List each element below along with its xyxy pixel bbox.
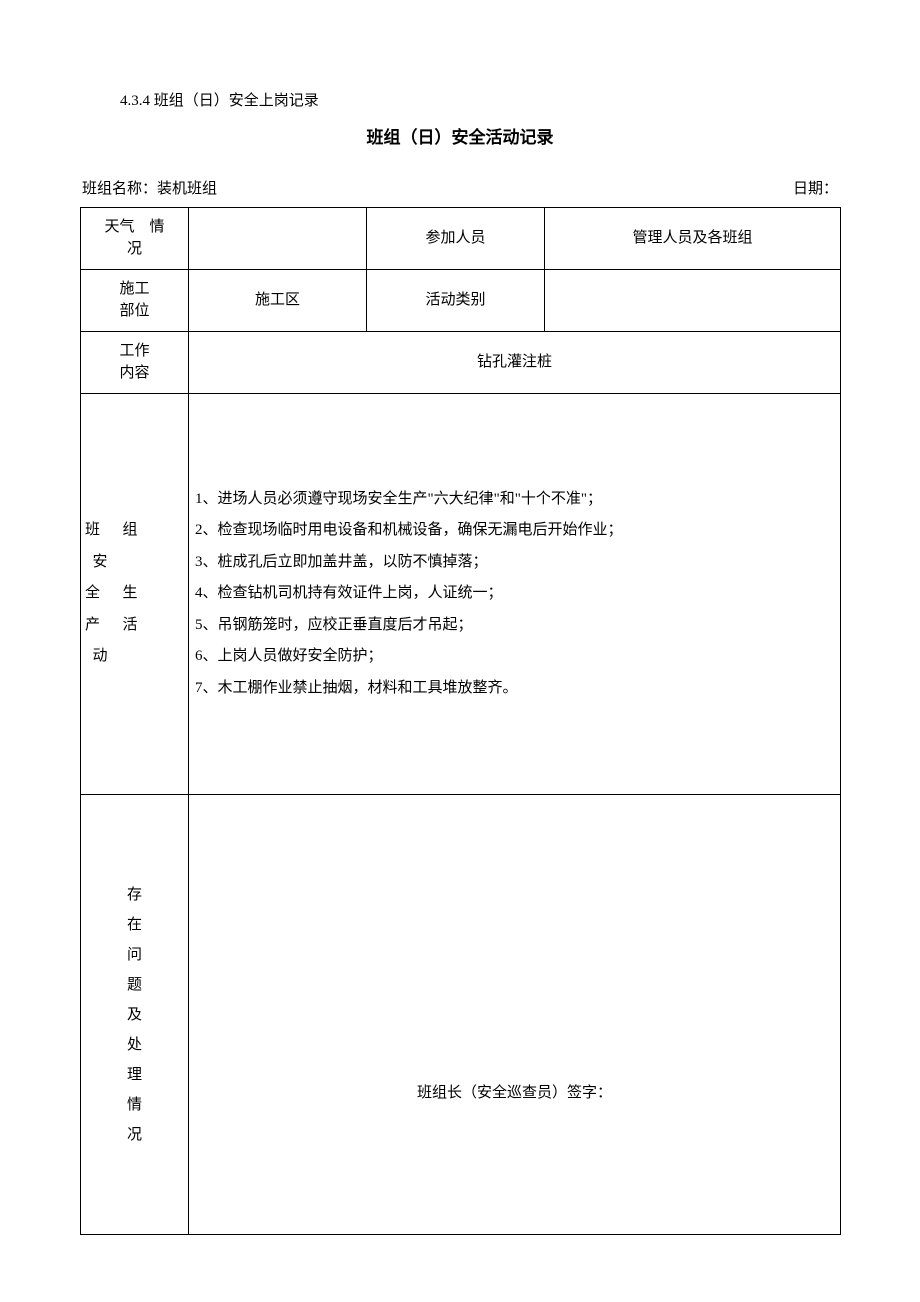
activity-table: 天气 情况 参加人员 管理人员及各班组 施工部位 施工区 活动类别 工作内容 钻… bbox=[80, 207, 841, 1236]
weather-value bbox=[189, 207, 367, 269]
safety-item-2: 2、检查现场临时用电设备和机械设备，确保无漏电后开始作业； bbox=[195, 515, 834, 547]
issues-label: 存在问题及处理情况 bbox=[81, 795, 189, 1235]
participants-label: 参加人员 bbox=[367, 207, 545, 269]
location-value: 施工区 bbox=[189, 269, 367, 331]
safety-item-4: 4、检查钻机司机持有效证件上岗，人证统一； bbox=[195, 578, 834, 610]
weather-label: 天气 情况 bbox=[81, 207, 189, 269]
work-label: 工作内容 bbox=[81, 331, 189, 393]
signature-label: 班组长（安全巡查员）签字： bbox=[417, 1085, 612, 1101]
participants-value: 管理人员及各班组 bbox=[545, 207, 841, 269]
date-field: 日期： bbox=[793, 178, 838, 201]
safety-item-3: 3、桩成孔后立即加盖井盖，以防不慎掉落； bbox=[195, 547, 834, 579]
document-title: 班组（日）安全活动记录 bbox=[80, 125, 840, 151]
location-row: 施工部位 施工区 活动类别 bbox=[81, 269, 841, 331]
team-name: 班组名称：装机班组 bbox=[82, 178, 217, 201]
safety-label: 班 组 安全 生产 活 动 bbox=[81, 393, 189, 795]
weather-row: 天气 情况 参加人员 管理人员及各班组 bbox=[81, 207, 841, 269]
section-number: 4.3.4 班组（日）安全上岗记录 bbox=[80, 90, 840, 113]
activity-type-label: 活动类别 bbox=[367, 269, 545, 331]
safety-row: 班 组 安全 生产 活 动 1、进场人员必须遵守现场安全生产"六大纪律"和"十个… bbox=[81, 393, 841, 795]
activity-type-value bbox=[545, 269, 841, 331]
meta-row: 班组名称：装机班组 日期： bbox=[80, 178, 840, 201]
team-label: 班组名称： bbox=[82, 181, 157, 197]
issues-row: 存在问题及处理情况 班组长（安全巡查员）签字： bbox=[81, 795, 841, 1235]
signature-cell: 班组长（安全巡查员）签字： bbox=[189, 795, 841, 1235]
safety-item-1: 1、进场人员必须遵守现场安全生产"六大纪律"和"十个不准"； bbox=[195, 484, 834, 516]
date-label: 日期： bbox=[793, 181, 838, 197]
safety-item-5: 5、吊钢筋笼时，应校正垂直度后才吊起； bbox=[195, 610, 834, 642]
work-row: 工作内容 钻孔灌注桩 bbox=[81, 331, 841, 393]
safety-item-6: 6、上岗人员做好安全防护； bbox=[195, 641, 834, 673]
team-value: 装机班组 bbox=[157, 181, 217, 197]
location-label: 施工部位 bbox=[81, 269, 189, 331]
safety-content: 1、进场人员必须遵守现场安全生产"六大纪律"和"十个不准"； 2、检查现场临时用… bbox=[189, 393, 841, 795]
safety-item-7: 7、木工棚作业禁止抽烟，材料和工具堆放整齐。 bbox=[195, 673, 834, 705]
work-value: 钻孔灌注桩 bbox=[189, 331, 841, 393]
